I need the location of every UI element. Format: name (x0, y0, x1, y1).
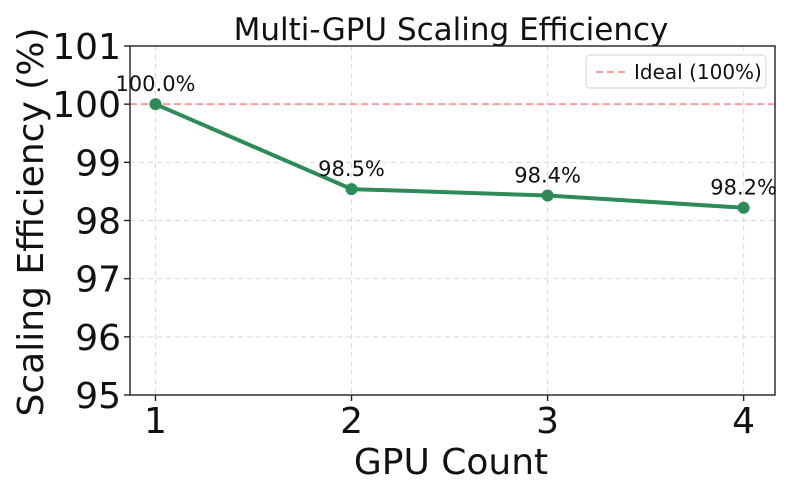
legend-ideal-label: Ideal (100%) (634, 60, 762, 84)
data-point (541, 189, 554, 202)
data-label: 100.0% (115, 72, 195, 96)
y-tick-label: 96 (75, 318, 121, 359)
data-point (149, 98, 162, 111)
x-tick-label: 1 (144, 401, 167, 442)
y-tick-label: 98 (75, 202, 121, 243)
x-tick-label: 3 (536, 401, 559, 442)
y-axis-title: Scaling Efficiency (%) (11, 28, 52, 417)
series-line (153, 102, 746, 210)
x-tick-label: 4 (732, 401, 755, 442)
y-tick-label: 99 (75, 143, 121, 184)
y-tick-label: 97 (75, 260, 121, 301)
y-tick-label: 95 (75, 376, 121, 417)
data-label: 98.5% (318, 157, 385, 181)
legend: Ideal (100%) (585, 54, 767, 89)
y-tick-label: 100 (52, 85, 121, 126)
data-label: 98.4% (514, 163, 581, 187)
data-point (345, 183, 358, 196)
x-axis-ticks: 1 2 3 4 (144, 395, 755, 442)
data-point (737, 201, 750, 214)
x-axis-title: GPU Count (354, 442, 548, 483)
data-label: 98.2% (710, 176, 777, 200)
y-tick-label: 101 (52, 27, 121, 68)
data-labels: 100.0% 98.5% 98.4% 98.2% (115, 72, 777, 200)
chart-title: Multi-GPU Scaling Efficiency (234, 12, 669, 48)
x-tick-label: 2 (340, 401, 363, 442)
series-layer (149, 98, 750, 214)
legend-box (585, 54, 767, 89)
y-axis-ticks: 95 96 97 98 99 100 101 (52, 27, 130, 417)
